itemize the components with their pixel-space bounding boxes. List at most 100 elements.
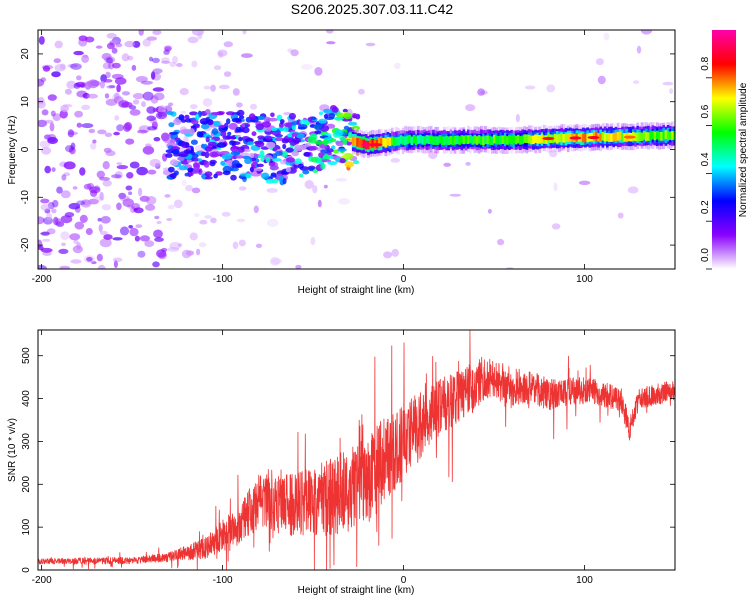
heatmap-ridge-cell xyxy=(582,133,585,143)
heatmap-noise-blob xyxy=(137,129,148,134)
heatmap-noise-blob xyxy=(161,247,168,252)
heatmap-noise-blob xyxy=(394,62,401,70)
heatmap-ridge-cell xyxy=(445,136,448,145)
spectrogram-x-tick-label: -100 xyxy=(213,274,233,285)
heatmap-noise-blob xyxy=(99,177,110,181)
heatmap-signal-blob xyxy=(246,141,255,146)
heatmap-noise-blob xyxy=(46,212,52,221)
colorbar-bar xyxy=(712,30,736,269)
heatmap-noise-blob xyxy=(597,75,606,85)
heatmap-noise-blob xyxy=(116,124,124,132)
heatmap-noise-blob xyxy=(640,30,653,35)
heatmap-noise-blob xyxy=(104,93,110,99)
heatmap-noise-blob xyxy=(314,67,323,76)
heatmap-noise-blob xyxy=(487,208,492,214)
heatmap-ridge-cell xyxy=(490,136,494,146)
heatmap-noise-blob xyxy=(41,146,52,155)
heatmap-noise-blob xyxy=(146,115,156,122)
spectrogram-y-tick-label: 10 xyxy=(20,96,31,108)
heatmap-ridge-cell xyxy=(619,131,622,141)
spectrogram-y-tick-label: -10 xyxy=(20,190,31,205)
heatmap-noise-blob xyxy=(136,166,148,176)
heatmap-noise-blob xyxy=(295,264,302,269)
heatmap-signal-blob xyxy=(205,176,213,180)
heatmap-noise-blob xyxy=(72,186,78,190)
heatmap-noise-blob xyxy=(574,125,580,129)
heatmap-signal-blob xyxy=(203,160,210,168)
snr-y-axis-label: SNR (10 * v/v) xyxy=(7,418,18,482)
heatmap-noise-blob xyxy=(69,147,76,155)
heatmap-ridge-cell xyxy=(497,136,500,145)
heatmap-ridge-cell xyxy=(664,130,668,139)
heatmap-noise-blob xyxy=(300,63,313,70)
heatmap-ridge-cell xyxy=(467,135,470,144)
heatmap-ridge-cell xyxy=(508,135,511,144)
heatmap-noise-blob xyxy=(217,49,228,57)
heatmap-ridge-cell xyxy=(430,135,433,144)
heatmap-noise-blob xyxy=(119,195,130,202)
heatmap-ridge-cell xyxy=(453,136,457,145)
heatmap-noise-blob xyxy=(112,237,123,241)
heatmap-signal-blob xyxy=(329,138,337,143)
heatmap-noise-blob xyxy=(82,54,89,58)
heatmap-signal-blob xyxy=(294,158,302,164)
heatmap-noise-blob xyxy=(95,45,103,49)
heatmap-signal-blob xyxy=(323,108,332,114)
heatmap-signal-blob xyxy=(342,108,348,113)
heatmap-ridge-cell xyxy=(655,130,659,140)
heatmap-noise-blob xyxy=(136,76,148,83)
heatmap-noise-blob xyxy=(546,84,556,93)
heatmap-noise-blob xyxy=(192,30,204,36)
spectrogram-x-ticks: -200 -100 0 100 xyxy=(32,30,593,285)
heatmap-noise-blob xyxy=(131,64,137,71)
heatmap-noise-blob xyxy=(44,165,51,174)
heatmap-noise-blob xyxy=(241,53,253,58)
heatmap-signal-blob xyxy=(265,141,276,149)
heatmap-ridge-cell xyxy=(401,136,405,145)
heatmap-noise-blob xyxy=(125,185,133,191)
heatmap-noise-blob xyxy=(203,85,211,90)
heatmap-noise-blob xyxy=(108,84,116,89)
heatmap-noise-blob xyxy=(39,140,51,148)
heatmap-noise-blob xyxy=(51,71,61,78)
heatmap-noise-blob xyxy=(99,238,112,248)
colorbar-tick-label: 0.8 xyxy=(700,56,711,70)
heatmap-signal-blob xyxy=(204,171,213,177)
heatmap-noise-blob xyxy=(102,62,111,70)
heatmap-peak xyxy=(587,135,600,140)
heatmap-noise-blob xyxy=(449,193,462,197)
heatmap-noise-blob xyxy=(515,113,520,123)
heatmap-noise-blob xyxy=(317,199,322,208)
heatmap-noise-blob xyxy=(213,65,222,71)
heatmap-signal-blob xyxy=(283,122,293,127)
heatmap-signal-blob xyxy=(204,146,213,152)
heatmap-noise-blob xyxy=(636,45,642,54)
heatmap-noise-blob xyxy=(551,223,561,230)
heatmap-signal-blob xyxy=(339,158,346,164)
heatmap-noise-blob xyxy=(191,187,201,194)
snr-y-tick-label: 200 xyxy=(21,476,32,493)
heatmap-noise-blob xyxy=(287,48,293,53)
heatmap-signal-blob xyxy=(275,137,284,142)
heatmap-signal-blob xyxy=(168,166,175,173)
heatmap-signal-blob xyxy=(183,149,192,155)
heatmap-ridge-cell xyxy=(560,133,563,142)
heatmap-noise-blob xyxy=(101,204,111,211)
heatmap-noise-blob xyxy=(121,53,130,62)
heatmap-signal-blob xyxy=(299,119,309,125)
heatmap-noise-blob xyxy=(51,208,57,214)
heatmap-noise-blob xyxy=(56,186,63,194)
heatmap-signal-blob xyxy=(343,125,350,130)
heatmap-signal-blob xyxy=(184,114,190,120)
heatmap-ridge-cell xyxy=(562,134,566,143)
heatmap-ridge-cell xyxy=(469,134,472,144)
heatmap-noise-blob xyxy=(53,58,61,64)
colorbar: 0.0 0.2 0.4 0.6 0.8 Normalized spectral ampl… xyxy=(700,30,749,270)
heatmap-peak xyxy=(370,143,383,147)
heatmap-noise-blob xyxy=(106,57,113,64)
heatmap-noise-blob xyxy=(38,216,45,225)
heatmap-ridge-cell xyxy=(443,136,446,146)
heatmap-noise-blob xyxy=(177,243,183,247)
heatmap-signal-blob xyxy=(169,131,179,135)
heatmap-ridge-cell xyxy=(608,133,611,142)
